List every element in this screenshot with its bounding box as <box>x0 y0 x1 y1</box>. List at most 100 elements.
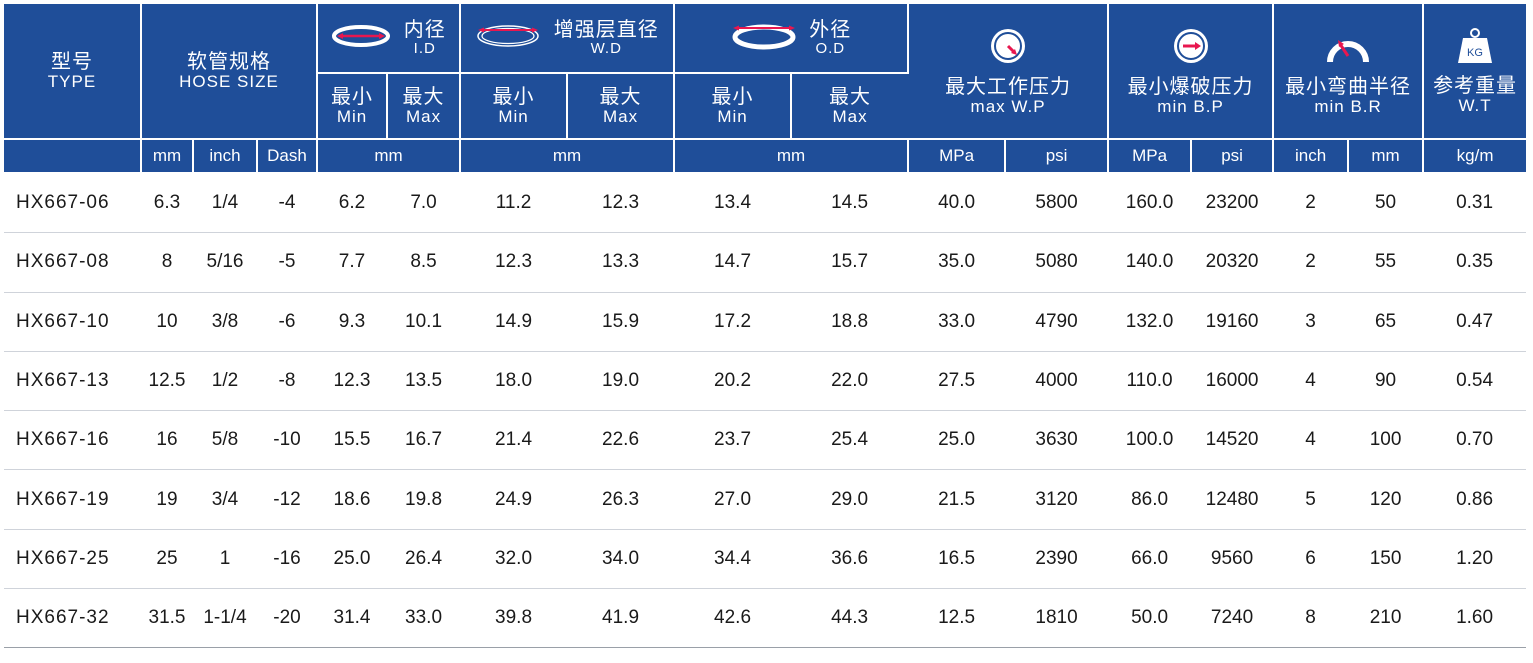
cell-br-mm: 150 <box>1348 529 1424 590</box>
unit-bp-psi: psi <box>1191 139 1275 174</box>
header-wd-min: 最小 Min <box>460 73 569 140</box>
header-id-en: I.D <box>413 39 436 57</box>
header-max-working-pressure: 最大工作压力 max W.P <box>908 4 1110 140</box>
min-en: Min <box>717 106 748 126</box>
unit-od-mm: mm <box>674 139 910 174</box>
header-type-en: TYPE <box>47 71 97 91</box>
cell-hose-inch: 5/8 <box>193 410 257 471</box>
cell-hose-mm: 25 <box>141 529 193 590</box>
cell-hose-inch: 3/8 <box>193 292 257 352</box>
cell-id-min: 25.0 <box>317 529 388 590</box>
cell-bp-mpa: 66.0 <box>1108 529 1192 590</box>
cell-hose-dash: -5 <box>257 232 318 293</box>
outer-diameter-ring-icon <box>731 22 797 55</box>
cell-hose-inch: 5/16 <box>193 232 257 293</box>
cell-bp-psi: 16000 <box>1191 351 1274 412</box>
cell-od-min: 34.4 <box>674 529 792 590</box>
cell-wp-psi: 3120 <box>1005 469 1109 530</box>
cell-hose-dash: -12 <box>257 469 318 530</box>
min-zh: 最小 <box>711 85 754 108</box>
cell-id-max: 26.4 <box>387 529 461 590</box>
hose-spec-table: 型号 TYPE 软管规格 HOSE SIZE 内径 I <box>4 4 1527 649</box>
header-inner-diameter: 内径 I.D <box>317 4 462 74</box>
cell-wd-max: 34.0 <box>567 529 675 590</box>
unit-hose-mm: mm <box>141 139 194 174</box>
cell-od-max: 29.0 <box>791 469 909 530</box>
cell-bp-psi: 23200 <box>1191 173 1274 234</box>
header-hose-size-en: HOSE SIZE <box>179 71 279 91</box>
header-type-zh: 型号 <box>51 50 93 73</box>
header-weight: KG 参考重量 W.T <box>1423 4 1527 140</box>
cell-type: HX667-08 <box>4 232 141 293</box>
cell-id-min: 6.2 <box>317 173 388 234</box>
header-wt-en: W.T <box>1458 95 1492 115</box>
cell-wp-psi: 2390 <box>1005 529 1109 590</box>
cell-hose-inch: 1 <box>193 529 257 590</box>
unit-hose-dash: Dash <box>257 139 319 174</box>
table-row: HX667-16 16 5/8 -10 15.5 16.7 21.4 22.6 23.7 25.4… <box>4 410 1527 471</box>
cell-wd-max: 15.9 <box>567 292 675 352</box>
header-od-max: 最大 Max <box>791 73 909 140</box>
cell-hose-mm: 12.5 <box>141 351 193 412</box>
cell-wd-min: 39.8 <box>460 588 568 649</box>
cell-id-max: 8.5 <box>387 232 461 293</box>
cell-weight: 0.86 <box>1423 469 1527 530</box>
cell-wd-min: 21.4 <box>460 410 568 471</box>
cell-bp-mpa: 100.0 <box>1108 410 1192 471</box>
max-en: Max <box>602 106 639 126</box>
unit-br-mm: mm <box>1348 139 1425 174</box>
cell-od-max: 18.8 <box>791 292 909 352</box>
cell-od-max: 15.7 <box>791 232 909 293</box>
cell-hose-inch: 3/4 <box>193 469 257 530</box>
cell-type: HX667-10 <box>4 292 141 352</box>
table-row: HX667-10 10 3/8 -6 9.3 10.1 14.9 15.9 17.2 18.8 33… <box>4 292 1527 352</box>
cell-br-mm: 90 <box>1348 351 1424 412</box>
unit-wp-psi: psi <box>1005 139 1110 174</box>
cell-wp-mpa: 40.0 <box>908 173 1006 234</box>
cell-br-inch: 5 <box>1273 469 1349 530</box>
unit-type-blank <box>4 139 142 174</box>
cell-hose-dash: -8 <box>257 351 318 412</box>
header-type: 型号 TYPE <box>4 4 142 140</box>
cell-id-min: 9.3 <box>317 292 388 352</box>
cell-bp-psi: 9560 <box>1191 529 1274 590</box>
table-row: HX667-13 12.5 1/2 -8 12.3 13.5 18.0 19.0 20.2 22.… <box>4 351 1527 412</box>
max-en: Max <box>405 106 442 126</box>
header-min-bend-radius: 最小弯曲半径 min B.R <box>1273 4 1425 140</box>
cell-hose-mm: 6.3 <box>141 173 193 234</box>
cell-br-inch: 8 <box>1273 588 1349 649</box>
max-en: Max <box>832 106 868 126</box>
header-bp-en: min B.P <box>1157 96 1224 116</box>
cell-br-mm: 210 <box>1348 588 1424 649</box>
cell-od-min: 42.6 <box>674 588 792 649</box>
cell-wp-psi: 4000 <box>1005 351 1109 412</box>
header-wt-zh: 参考重量 <box>1433 74 1518 97</box>
cell-br-inch: 3 <box>1273 292 1349 352</box>
cell-od-max: 25.4 <box>791 410 909 471</box>
cell-hose-mm: 8 <box>141 232 193 293</box>
cell-id-min: 12.3 <box>317 351 388 412</box>
cell-wd-max: 19.0 <box>567 351 675 412</box>
header-wd-max: 最大 Max <box>567 73 676 140</box>
cell-wp-mpa: 27.5 <box>908 351 1006 412</box>
cell-br-mm: 100 <box>1348 410 1424 471</box>
cell-id-max: 16.7 <box>387 410 461 471</box>
cell-hose-dash: -20 <box>257 588 318 649</box>
cell-od-min: 13.4 <box>674 173 792 234</box>
header-od-min: 最小 Min <box>674 73 793 140</box>
cell-br-mm: 55 <box>1348 232 1424 293</box>
cell-wd-min: 12.3 <box>460 232 568 293</box>
cell-weight: 0.70 <box>1423 410 1527 471</box>
cell-br-inch: 6 <box>1273 529 1349 590</box>
cell-hose-mm: 19 <box>141 469 193 530</box>
cell-wd-min: 32.0 <box>460 529 568 590</box>
header-outer-diameter: 外径 O.D <box>674 4 910 74</box>
cell-bp-mpa: 50.0 <box>1108 588 1192 649</box>
cell-hose-dash: -4 <box>257 173 318 234</box>
header-wp-zh: 最大工作压力 <box>945 75 1072 98</box>
cell-hose-mm: 16 <box>141 410 193 471</box>
min-en: Min <box>498 106 529 126</box>
cell-od-max: 14.5 <box>791 173 909 234</box>
cell-type: HX667-32 <box>4 588 141 649</box>
cell-weight: 0.54 <box>1423 351 1527 412</box>
